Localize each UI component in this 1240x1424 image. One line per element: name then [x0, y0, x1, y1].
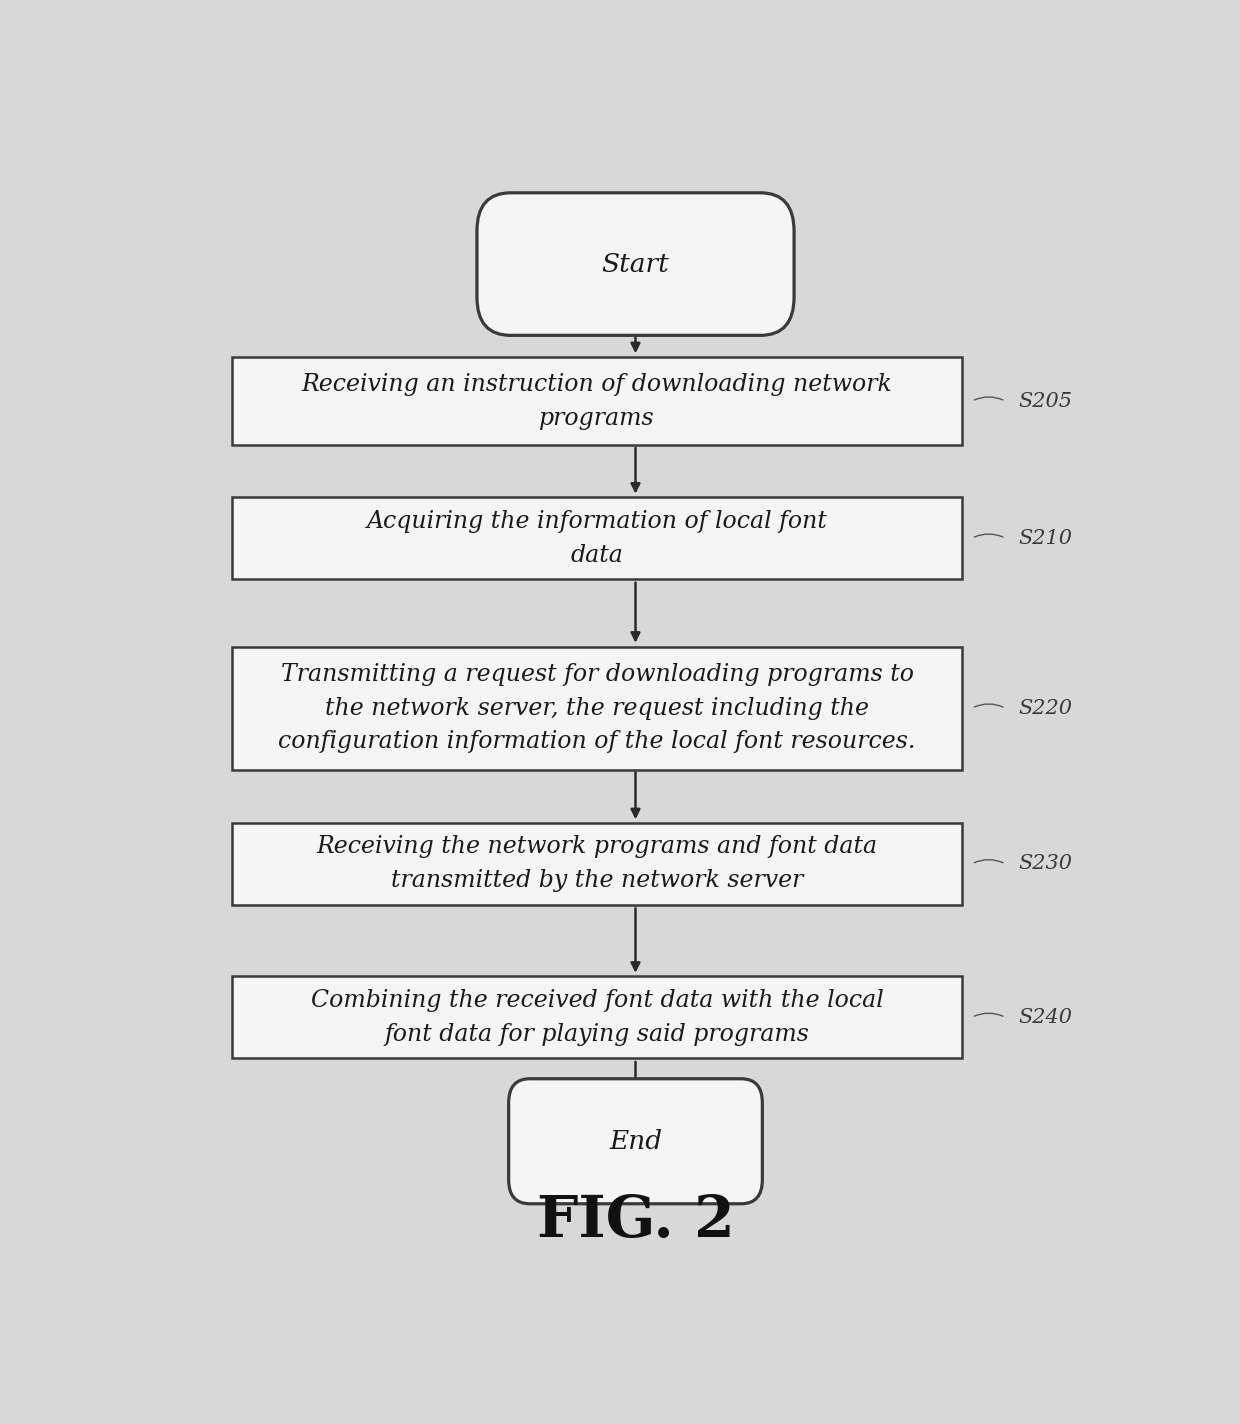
Text: S240: S240 — [1018, 1008, 1071, 1027]
Bar — [232, 357, 962, 444]
Text: Receiving the network programs and font data
transmitted by the network server: Receiving the network programs and font … — [316, 836, 878, 893]
Text: Acquiring the information of local font
data: Acquiring the information of local font … — [367, 510, 827, 567]
Text: Start: Start — [601, 252, 670, 276]
Text: Transmitting a request for downloading programs to
the network server, the reque: Transmitting a request for downloading p… — [278, 662, 916, 753]
FancyBboxPatch shape — [508, 1079, 763, 1203]
Text: S210: S210 — [1018, 528, 1071, 548]
Bar — [232, 646, 962, 769]
Bar — [232, 497, 962, 580]
Text: S230: S230 — [1018, 854, 1071, 873]
Text: End: End — [609, 1129, 662, 1153]
Text: Receiving an instruction of downloading network
programs: Receiving an instruction of downloading … — [301, 373, 893, 430]
Text: Combining the received font data with the local
font data for playing said progr: Combining the received font data with th… — [311, 988, 883, 1045]
Text: S220: S220 — [1018, 699, 1071, 718]
Text: S205: S205 — [1018, 392, 1071, 410]
Bar — [232, 823, 962, 906]
FancyBboxPatch shape — [477, 192, 794, 335]
Bar — [232, 977, 962, 1058]
Text: FIG. 2: FIG. 2 — [537, 1193, 734, 1249]
